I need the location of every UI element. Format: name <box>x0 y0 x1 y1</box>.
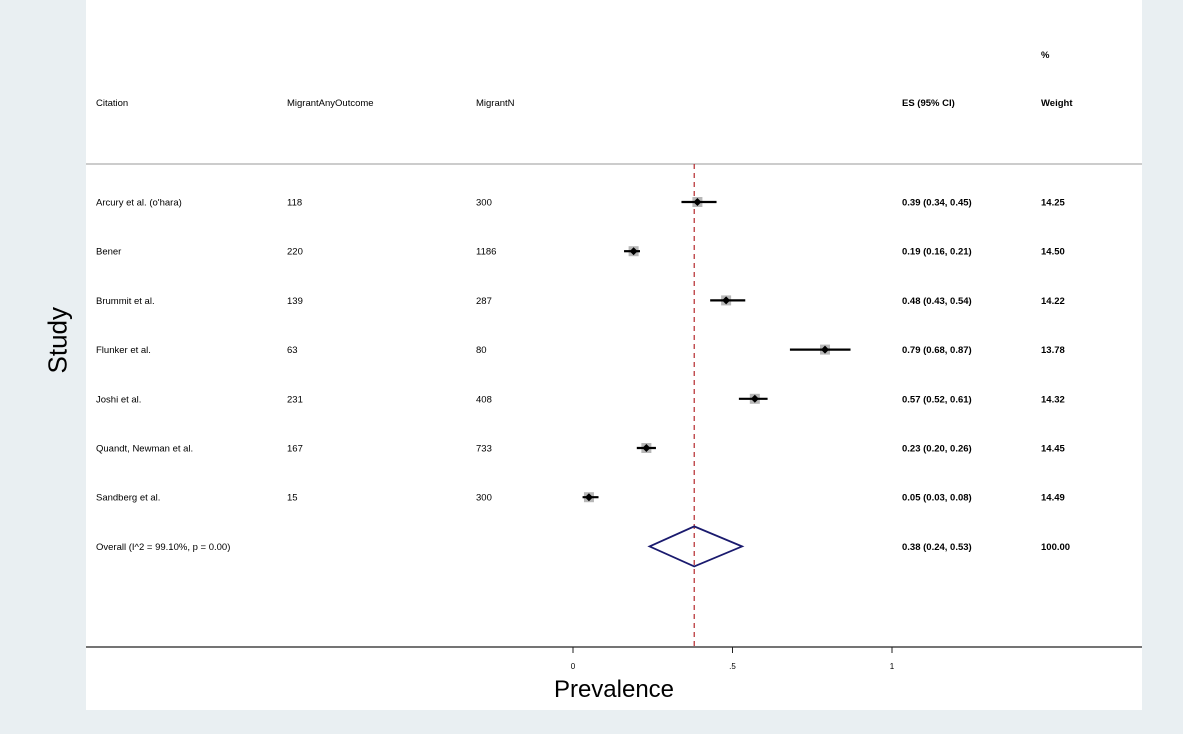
study-weight: 14.22 <box>1041 296 1065 307</box>
study-point-estimate <box>693 198 702 206</box>
study-events: 63 <box>287 345 298 356</box>
header-events: MigrantAnyOutcome <box>287 98 374 109</box>
overall-diamond <box>647 525 745 568</box>
study-events: 118 <box>287 198 302 209</box>
study-weight: 14.32 <box>1041 394 1065 405</box>
study-total: 80 <box>476 345 487 356</box>
study-es-ci: 0.57 (0.52, 0.61) <box>902 394 972 405</box>
study-es-ci: 0.79 (0.68, 0.87) <box>902 345 972 356</box>
study-es-ci: 0.39 (0.34, 0.45) <box>902 198 972 209</box>
study-point-estimate <box>750 394 759 403</box>
study-es-ci: 0.05 (0.03, 0.08) <box>902 493 972 504</box>
study-weight: 14.25 <box>1041 198 1065 209</box>
study-total: 408 <box>476 394 492 405</box>
x-tick-label: .5 <box>729 662 736 671</box>
study-total: 733 <box>476 444 492 455</box>
x-axis-title: Prevalence <box>554 676 674 703</box>
overall-es-ci: 0.38 (0.24, 0.53) <box>902 542 972 553</box>
x-tick-label: 0 <box>571 662 576 671</box>
study-events: 167 <box>287 444 303 455</box>
study-point-estimate <box>584 493 593 502</box>
study-citation: Quandt, Newman et al. <box>96 444 193 455</box>
study-point-estimate <box>642 444 651 452</box>
x-tick-label: 1 <box>890 662 895 671</box>
study-total: 287 <box>476 296 492 307</box>
study-es-ci: 0.23 (0.20, 0.26) <box>902 444 972 455</box>
study-total: 300 <box>476 198 492 209</box>
study-point-estimate <box>722 296 731 305</box>
study-total: 300 <box>476 493 492 504</box>
study-citation: Flunker et al. <box>96 345 151 356</box>
plot-panel <box>86 0 1142 710</box>
study-weight: 14.50 <box>1041 247 1065 258</box>
header-weight-percent: % <box>1041 50 1050 61</box>
study-events: 231 <box>287 394 303 405</box>
study-weight: 13.78 <box>1041 345 1065 356</box>
study-citation: Sandberg et al. <box>96 493 160 504</box>
study-citation: Brummit et al. <box>96 296 155 307</box>
study-weight: 14.49 <box>1041 493 1065 504</box>
study-citation: Bener <box>96 247 121 258</box>
header-total: MigrantN <box>476 98 515 109</box>
study-events: 15 <box>287 493 298 504</box>
study-point-estimate <box>629 247 638 256</box>
study-total: 1186 <box>476 247 496 258</box>
study-weight: 14.45 <box>1041 444 1065 455</box>
study-es-ci: 0.48 (0.43, 0.54) <box>902 296 972 307</box>
study-citation: Arcury et al. (o'hara) <box>96 198 182 209</box>
header-weight: Weight <box>1041 98 1073 109</box>
overall-label: Overall (I^2 = 99.10%, p = 0.00) <box>96 542 230 553</box>
study-es-ci: 0.19 (0.16, 0.21) <box>902 247 972 258</box>
study-point-estimate <box>821 345 830 354</box>
study-events: 220 <box>287 247 303 258</box>
header-es: ES (95% CI) <box>902 98 955 109</box>
overall-weight: 100.00 <box>1041 542 1070 553</box>
study-citation: Joshi et al. <box>96 394 141 405</box>
study-events: 139 <box>287 296 303 307</box>
header-citation: Citation <box>96 98 128 109</box>
